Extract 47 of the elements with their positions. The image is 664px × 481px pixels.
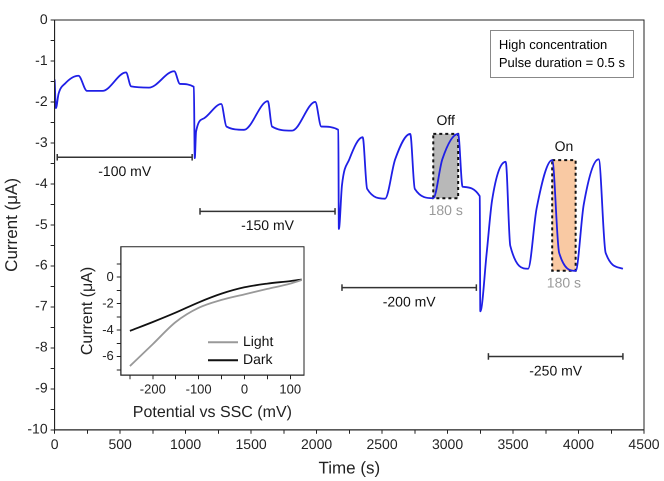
series-label: -100 mV bbox=[98, 163, 152, 180]
y-tick-label: -10 bbox=[27, 420, 48, 437]
legend-label: Light bbox=[243, 333, 274, 350]
y-axis-title: Current (μA) bbox=[2, 178, 21, 272]
x-axis-title: Potential vs SSC (mV) bbox=[132, 404, 292, 421]
annotation: 180 s bbox=[428, 202, 463, 218]
y-tick-label: -4 bbox=[102, 322, 114, 337]
y-tick-label: -2 bbox=[102, 295, 114, 310]
y-tick-label: -1 bbox=[35, 52, 48, 68]
x-tick-label: 1000 bbox=[170, 436, 202, 452]
y-tick-label: -5 bbox=[35, 216, 48, 232]
y-tick-label: -7 bbox=[35, 298, 48, 314]
x-tick-label: 4000 bbox=[562, 436, 594, 452]
x-tick-label: -200 bbox=[140, 382, 166, 397]
series-label: -150 mV bbox=[241, 217, 295, 234]
x-tick-label: 3500 bbox=[497, 436, 529, 452]
x-tick-label: 4500 bbox=[628, 436, 660, 452]
x-tick-label: 100 bbox=[279, 382, 302, 397]
line-series bbox=[129, 279, 303, 367]
annotation: 180 s bbox=[546, 274, 582, 291]
y-tick-label: -2 bbox=[35, 92, 48, 109]
annotation: Pulse duration = 0.5 s bbox=[498, 55, 625, 70]
band-label: On bbox=[554, 138, 574, 154]
x-axis-title: Time (s) bbox=[318, 458, 380, 478]
y-axis-title: Current (μA) bbox=[79, 266, 96, 356]
series-label: -250 mV bbox=[529, 362, 583, 378]
y-tick-label: 0 bbox=[40, 10, 48, 27]
x-tick-label: 500 bbox=[108, 436, 132, 452]
x-tick-label: 0 bbox=[50, 436, 59, 452]
line-series bbox=[129, 278, 303, 332]
y-tick-label: -9 bbox=[35, 380, 48, 396]
x-tick-label: 2000 bbox=[300, 436, 332, 452]
x-tick-label: 2500 bbox=[366, 436, 398, 452]
band-label: Off bbox=[436, 112, 456, 128]
x-tick-label: -100 bbox=[186, 382, 212, 397]
x-tick-label: 1500 bbox=[236, 436, 267, 452]
y-tick-label: -8 bbox=[35, 338, 48, 355]
x-tick-label: 3000 bbox=[432, 436, 464, 452]
y-tick-label: -3 bbox=[35, 134, 48, 150]
y-tick-label: -6 bbox=[102, 348, 114, 364]
y-tick-label: -6 bbox=[35, 256, 48, 273]
annotation: High concentration bbox=[498, 37, 608, 52]
y-tick-label: -4 bbox=[35, 174, 48, 191]
legend-label: Dark bbox=[243, 351, 274, 368]
y-tick-label: 0 bbox=[106, 268, 114, 284]
x-tick-label: 0 bbox=[240, 382, 248, 397]
series-label: -200 mV bbox=[382, 293, 436, 310]
